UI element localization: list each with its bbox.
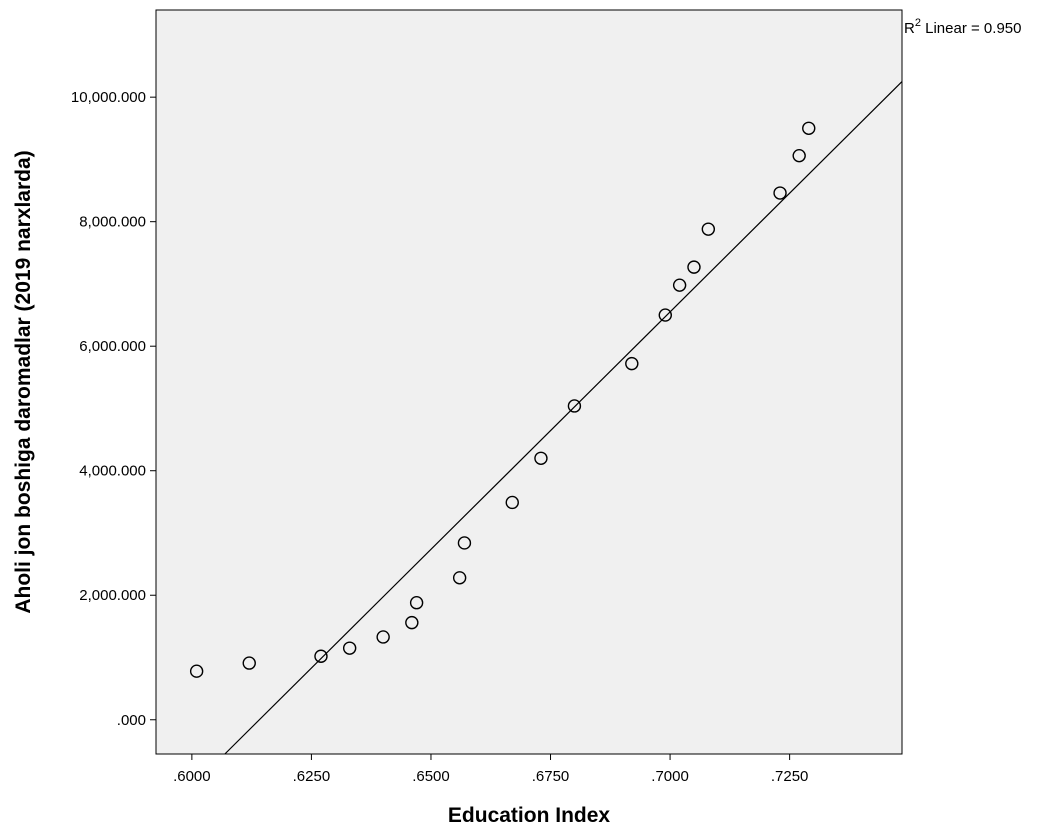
x-tick-label: .6000 (173, 768, 211, 785)
x-tick-label: .7000 (651, 768, 689, 785)
fit-line (224, 81, 903, 755)
y-tick-label: 10,000.000 (71, 89, 146, 106)
x-tick-label: .7250 (771, 768, 809, 785)
points-group (189, 121, 816, 678)
data-point (189, 664, 204, 678)
data-point (625, 356, 639, 371)
x-axis-title: Education Index (448, 804, 611, 827)
x-tick-label: .6750 (532, 768, 570, 785)
data-point (672, 278, 687, 292)
data-point (376, 630, 390, 644)
y-axis-title: Aholi jon boshiga daromadlar (2019 narxl… (12, 150, 35, 613)
data-point (701, 222, 716, 236)
data-point (687, 260, 701, 274)
r-squared-annotation: R2 Linear = 0.950 (904, 17, 1021, 37)
data-point (242, 656, 256, 670)
x-axis: .6000 .6250 .6500 .6750 .7000 .7250 (173, 754, 808, 785)
x-tick-label: .6250 (293, 768, 331, 785)
fit-line-group (224, 81, 903, 755)
y-tick-label: 2,000.000 (79, 587, 146, 604)
data-point (658, 308, 672, 322)
y-tick-label: 8,000.000 (79, 214, 146, 231)
data-point (409, 596, 424, 610)
x-tick-label: .6500 (412, 768, 450, 785)
data-point (505, 495, 519, 510)
data-point (452, 571, 467, 585)
data-point (567, 399, 582, 413)
data-point (773, 186, 787, 200)
data-point (792, 148, 806, 163)
data-point (457, 536, 472, 550)
plot-area (155, 9, 903, 755)
r-squared-prefix: R (904, 20, 915, 37)
y-axis: .000 2,000.000 4,000.000 6,000.000 8,000.000… (71, 89, 156, 729)
r-squared-text: Linear = 0.950 (921, 20, 1022, 37)
y-tick-label: 6,000.000 (79, 338, 146, 355)
y-tick-label: 4,000.000 (79, 463, 146, 480)
data-point (314, 649, 328, 663)
data-point (802, 121, 816, 135)
data-point (405, 615, 419, 630)
y-tick-label: .000 (117, 712, 146, 729)
data-point (342, 641, 357, 655)
data-point (534, 451, 548, 465)
r-squared-superscript: 2 (915, 17, 921, 29)
